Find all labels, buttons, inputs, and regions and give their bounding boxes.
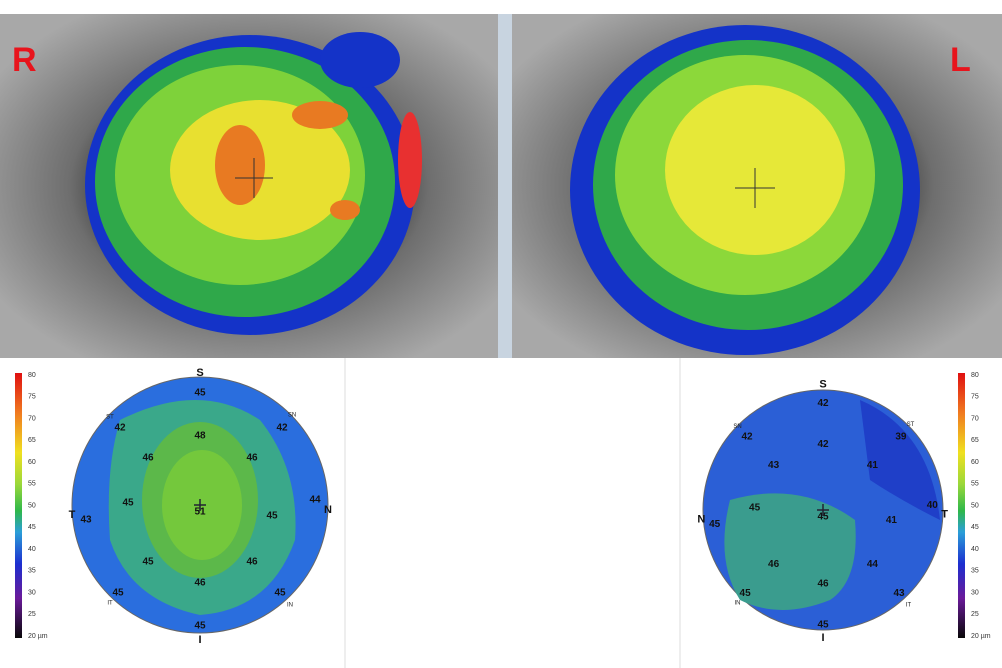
- colorbar-label: 30: [971, 589, 979, 596]
- thickness-value: 46: [768, 559, 780, 570]
- colorbar-label: 35: [971, 568, 979, 575]
- thickness-value: 43: [893, 588, 905, 599]
- orientation-label: I: [821, 632, 824, 644]
- colorbar: [958, 373, 965, 638]
- orientation-label: S: [819, 379, 826, 391]
- thickness-value: 45: [749, 503, 761, 514]
- colorbar-label: 55: [28, 481, 36, 488]
- thickness-value: 48: [194, 431, 206, 442]
- right-eye-photo: R: [0, 14, 498, 358]
- colorbar-label: 70: [971, 415, 979, 422]
- colorbar-label: 25: [28, 611, 36, 618]
- colorbar-label: 25: [971, 611, 979, 618]
- orientation-label: ST: [106, 415, 114, 421]
- thickness-value: 41: [867, 460, 879, 471]
- thickness-value: 42: [817, 439, 829, 450]
- colorbar-label: 35: [28, 568, 36, 575]
- eye-label: R: [12, 41, 37, 79]
- orientation-label: T: [941, 509, 948, 521]
- thickness-value: 51: [194, 507, 206, 518]
- thickness-value: 45: [709, 519, 721, 530]
- thickness-value: 43: [80, 515, 92, 526]
- thickness-value: 46: [194, 578, 206, 589]
- orientation-label: IT: [107, 601, 113, 607]
- colorbar-label: 50: [28, 502, 36, 509]
- left-eye-photo: L: [512, 14, 1002, 358]
- colorbar-label: 45: [28, 524, 36, 531]
- center-mark: [817, 504, 829, 516]
- thickness-value: 45: [122, 498, 134, 509]
- colorbar-label: 40: [28, 546, 36, 553]
- thickness-value: 45: [194, 388, 206, 399]
- thickness-value: 42: [817, 398, 829, 409]
- thickness-value: 45: [112, 588, 124, 599]
- thickness-value: 45: [142, 557, 154, 568]
- colorbar-label: 30: [28, 589, 36, 596]
- colorbar-label: 65: [971, 437, 979, 444]
- orientation-label: T: [69, 509, 76, 521]
- center-mark: [194, 499, 206, 511]
- orientation-label: I: [198, 634, 201, 646]
- thickness-value: 42: [741, 431, 753, 442]
- orientation-label: N: [324, 504, 332, 516]
- colorbar-label: 60: [971, 459, 979, 466]
- colorbar-label: 55: [971, 481, 979, 488]
- thickness-value: 42: [114, 423, 126, 434]
- orientation-label: SN: [288, 413, 296, 419]
- orientation-label: S: [196, 367, 203, 379]
- orientation-label: SN: [733, 424, 741, 430]
- thickness-value: 45: [740, 588, 752, 599]
- orientation-label: IN: [735, 601, 741, 607]
- thickness-value: 45: [266, 511, 278, 522]
- thickness-value: 41: [886, 515, 898, 526]
- thickness-value: 44: [867, 559, 879, 570]
- colorbar-label: 80: [971, 372, 979, 379]
- thickness-value: 40: [927, 500, 939, 511]
- colorbar-label: 45: [971, 524, 979, 531]
- colorbar-label: 20 µm: [971, 633, 991, 640]
- thickness-value: 45: [194, 621, 206, 632]
- colorbar-label: 60: [28, 459, 36, 466]
- colorbar-label: 20 µm: [28, 633, 48, 640]
- colorbar-label: 75: [28, 394, 36, 401]
- thickness-value: 45: [817, 620, 829, 631]
- orientation-label: ST: [907, 422, 915, 428]
- colorbar-label: 50: [971, 502, 979, 509]
- colorbar-label: 40: [971, 546, 979, 553]
- thickness-value: 46: [817, 579, 829, 590]
- thickness-value: 43: [768, 460, 780, 471]
- colorbar: [15, 373, 22, 638]
- colorbar-label: 80: [28, 372, 36, 379]
- orientation-label: IN: [287, 603, 293, 609]
- thickness-value: 46: [246, 453, 258, 464]
- thickness-value: 46: [246, 557, 258, 568]
- thickness-value: 45: [817, 511, 829, 522]
- colorbar-label: 75: [971, 394, 979, 401]
- orientation-label: N: [697, 513, 705, 525]
- eye-label: L: [950, 41, 971, 79]
- thickness-value: 42: [276, 423, 288, 434]
- thickness-value: 44: [309, 495, 321, 506]
- thickness-value: 39: [895, 431, 907, 442]
- thickness-value: 45: [274, 588, 286, 599]
- thickness-value: 46: [142, 453, 154, 464]
- orientation-label: IT: [906, 603, 912, 609]
- colorbar-label: 65: [28, 437, 36, 444]
- colorbar-label: 70: [28, 415, 36, 422]
